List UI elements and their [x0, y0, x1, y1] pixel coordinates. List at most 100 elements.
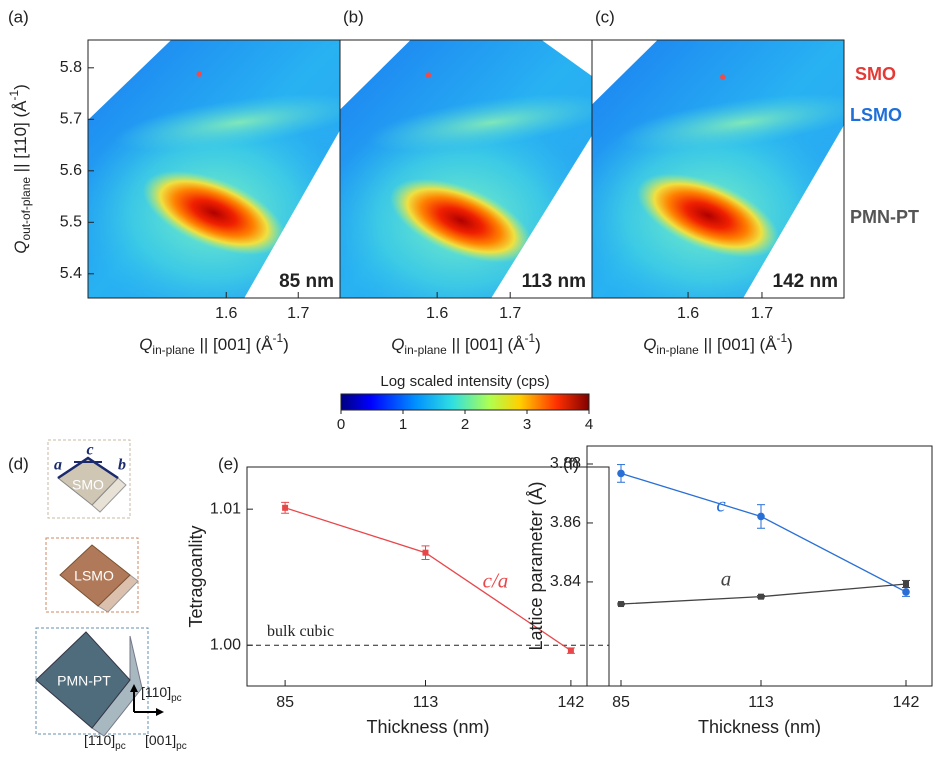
- point: [758, 593, 764, 600]
- substrate-peak: [389, 178, 533, 263]
- label-part: || [001] (Å: [447, 335, 525, 354]
- y-tick-label: 5.4: [60, 265, 82, 282]
- label-part: -1: [273, 331, 284, 345]
- y-axis-label: Tetragoanlity: [186, 525, 206, 627]
- frame: [591, 39, 845, 299]
- x-tick-label: 1.6: [215, 305, 237, 322]
- panel-label: (f): [563, 454, 579, 473]
- label-part: ): [11, 84, 30, 90]
- direction-sub: pc: [176, 741, 187, 752]
- thickness-annotation: 85 nm: [279, 271, 334, 292]
- arrow-head: [156, 708, 164, 716]
- layer-label: SMO: [855, 64, 896, 84]
- direction: [1̄10]: [84, 732, 115, 748]
- cell-outline: [35, 627, 149, 735]
- panel-label: (b): [343, 7, 364, 26]
- cell-outline: [47, 439, 131, 519]
- x-tick-label: 85: [612, 694, 630, 711]
- x-tick-label: 85: [276, 694, 294, 711]
- label-part: ): [787, 335, 793, 354]
- y-tick-label: 5.5: [60, 214, 82, 231]
- label-part: Q: [391, 335, 404, 354]
- label-part: in-plane: [656, 343, 699, 357]
- cube-edges: [57, 456, 119, 480]
- y-tick-label: 5.6: [60, 162, 82, 179]
- layer-name: LSMO: [74, 568, 114, 584]
- label-part: || [001] (Å: [195, 335, 273, 354]
- y-tick-label: 5.7: [60, 111, 82, 128]
- label-part: Q: [139, 335, 152, 354]
- y-tick-label: 5.8: [60, 59, 82, 76]
- film-peak-marker: [425, 72, 432, 78]
- series-label: a: [721, 566, 732, 590]
- axis-label: Qin-plane || [001] (Å-1): [391, 331, 541, 357]
- film-stripe: [618, 93, 844, 152]
- point: [902, 588, 910, 596]
- colorbar: [340, 393, 590, 411]
- point: [618, 601, 624, 608]
- film-stripe: [114, 93, 340, 152]
- frame: [246, 466, 610, 687]
- x-tick-label: 1.7: [499, 305, 521, 322]
- axis-label: Qin-plane || [001] (Å-1): [139, 331, 289, 357]
- x-tick-label: 1.6: [677, 305, 699, 322]
- direction-sub: pc: [115, 741, 126, 752]
- thickness-annotation: 142 nm: [773, 271, 838, 292]
- label-part: in-plane: [404, 343, 447, 357]
- panel-label: (c): [595, 7, 615, 26]
- label-part: -1: [7, 90, 21, 101]
- y-axis-label: Lattice parameter (Å): [526, 481, 546, 650]
- layer-name: PMN-PT: [57, 673, 111, 689]
- y-tick-label: 1.00: [210, 636, 241, 653]
- film-stripe: [366, 93, 592, 152]
- point: [567, 647, 574, 654]
- label-part: -1: [777, 331, 788, 345]
- label-part: in-plane: [152, 343, 195, 357]
- cube: [35, 631, 131, 729]
- colorbar-tick-label: 4: [585, 416, 593, 433]
- colorbar-tick-label: 2: [461, 416, 469, 433]
- x-tick-label: 142: [893, 694, 920, 711]
- series-label: c: [716, 492, 726, 516]
- label-part: out-of-plane: [19, 177, 33, 241]
- substrate-peak: [142, 170, 286, 255]
- layer-label: LSMO: [850, 105, 902, 125]
- x-tick-label: 142: [558, 694, 585, 711]
- axis-label: Qout-of-plane || [110] (Å-1): [7, 84, 33, 254]
- colorbar-tick-label: 0: [337, 416, 345, 433]
- series-label: c/a: [483, 569, 509, 593]
- cube: [59, 544, 131, 607]
- x-tick-label: 1.6: [426, 305, 448, 322]
- substrate-peak: [636, 173, 780, 258]
- axis-label: Qin-plane || [001] (Å-1): [643, 331, 793, 357]
- direction-label: [1̄10]pc: [84, 732, 126, 752]
- label-part: ): [283, 335, 289, 354]
- reference-label: bulk cubic: [267, 623, 334, 640]
- cell-outline: [45, 537, 139, 613]
- label-part: ): [535, 335, 541, 354]
- direction-label: [110]pc: [141, 684, 182, 704]
- point: [903, 580, 909, 587]
- series-line: [620, 472, 907, 593]
- x-tick-label: 1.7: [287, 305, 309, 322]
- panel-label: (d): [8, 454, 29, 473]
- y-tick-label: 3.86: [550, 514, 581, 531]
- axis-label: c: [86, 442, 93, 459]
- frame: [586, 445, 933, 687]
- colorbar-tick-label: 1: [399, 416, 407, 433]
- direction: [001]: [145, 732, 176, 748]
- crystal-diagram: (d) c a b SMO LSMO PMN-PT [110]pc [1̄10]…: [8, 439, 187, 752]
- axis-label: b: [118, 457, 126, 474]
- film-peak-marker: [196, 71, 203, 77]
- point: [617, 469, 625, 478]
- x-tick-label: 113: [413, 694, 439, 711]
- colorbar-tick-label: 3: [523, 416, 531, 433]
- label-part: -1: [525, 331, 536, 345]
- label-part: || [001] (Å: [699, 335, 777, 354]
- direction-label: [001]pc: [145, 732, 187, 752]
- label-part: Q: [11, 241, 30, 254]
- direction-sub: pc: [171, 693, 182, 704]
- axis-label: a: [54, 457, 62, 474]
